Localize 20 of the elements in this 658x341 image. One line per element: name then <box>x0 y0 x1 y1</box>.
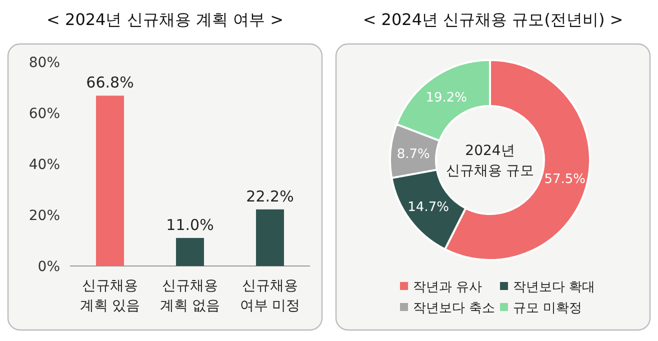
x-tick-label: 신규채용 계획 있음 <box>80 278 140 314</box>
x-tick-label: 신규채용 여부 미정 <box>240 278 300 314</box>
data-label: 22.2% <box>246 187 294 206</box>
data-label: 14.7% <box>408 200 449 216</box>
y-tick-label: 60% <box>28 106 60 122</box>
y-tick-label: 80% <box>28 55 60 71</box>
legend-label: 규모 미확정 <box>513 301 582 316</box>
data-label: 11.0% <box>166 216 214 234</box>
y-tick-label: 0% <box>38 259 60 275</box>
x-tick-label: 신규채용 계획 없음 <box>160 278 220 314</box>
data-label: 8.7% <box>396 146 430 162</box>
y-tick-label: 20% <box>28 208 60 224</box>
legend-label: 작년과 유사 <box>413 280 482 295</box>
data-label: 57.5% <box>544 172 586 187</box>
data-label: 19.2% <box>426 90 468 106</box>
data-label: 66.8% <box>86 74 134 92</box>
text: 2024년 신규채용 규모 <box>446 143 534 179</box>
y-tick-label: 40% <box>28 157 60 173</box>
chart-title: < 2024년 신규채용 계획 여부 > <box>46 10 284 29</box>
chart-title: < 2024년 신규채용 규모(전년비) > <box>362 10 624 29</box>
